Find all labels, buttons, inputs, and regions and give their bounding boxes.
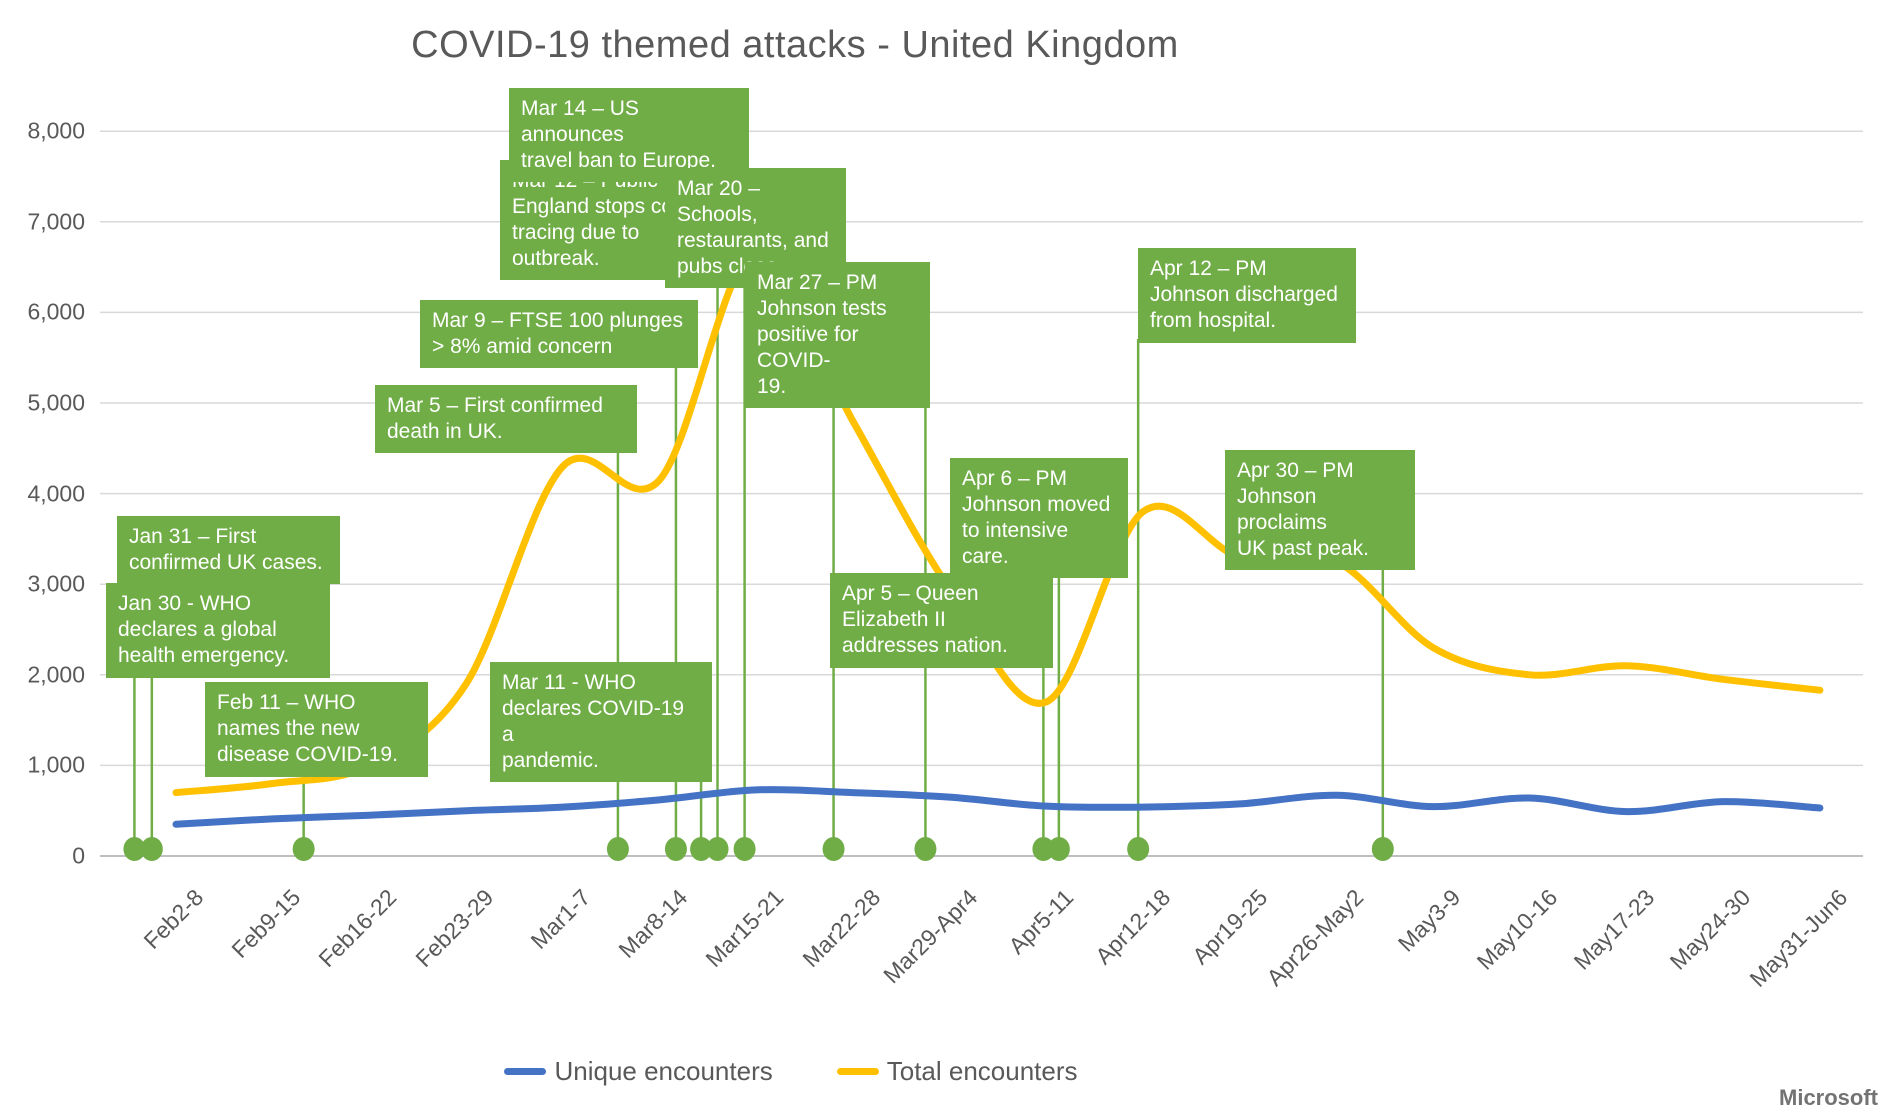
annotation-text-line: travel ban to Europe. <box>521 149 716 172</box>
annotation-text-line: Mar 27 – PM <box>757 271 878 294</box>
annotation-dot <box>664 837 687 861</box>
annotation-text-line: restaurants, and <box>677 229 829 252</box>
annotation-text-line: from hospital. <box>1150 309 1277 332</box>
legend-label: Unique encounters <box>554 1056 773 1086</box>
annotation-text-line: Mar 5 – First confirmed <box>387 394 603 417</box>
annotation-dot <box>140 837 163 861</box>
annotation-dot <box>1371 837 1394 861</box>
y-axis-tick-label: 3,000 <box>27 570 85 597</box>
annotation-text-line: disease COVID-19. <box>217 743 398 766</box>
annotation-text-line: Johnson moved <box>962 493 1111 516</box>
annotation-text-line: Johnson discharged <box>1150 283 1338 306</box>
legend-line-swatch <box>836 1068 879 1075</box>
y-axis-tick-label: 5,000 <box>27 389 85 416</box>
annotation-text-line: Apr 30 – PM <box>1237 459 1354 482</box>
annotation-text-line: addresses nation. <box>842 634 1008 657</box>
annotation-callout-mar11: Mar 11 - WHO declares COVID-19 a pandemic. <box>490 662 712 782</box>
annotation-callout-apr6: Apr 6 – PM Johnson moved to intensive care… <box>950 458 1128 578</box>
annotation-text-line: Feb 11 – WHO <box>217 691 356 714</box>
annotation-text-line: to intensive care. <box>962 519 1069 568</box>
annotation-dot <box>292 837 315 861</box>
annotation-dot <box>1047 837 1070 861</box>
chart-legend: Unique encounters Total encounters <box>0 1056 1582 1087</box>
annotation-dot <box>706 837 729 861</box>
annotation-dot <box>1127 837 1150 861</box>
y-axis-tick-label: 1,000 <box>27 751 85 778</box>
annotation-callout-jan30: Jan 30 - WHO declares a global health emer… <box>106 583 330 678</box>
annotation-text-line: Jan 31 – First <box>129 525 257 548</box>
legend-item-total-encounters: Total encounters <box>836 1056 1078 1087</box>
y-axis-tick-label: 4,000 <box>27 480 85 507</box>
annotation-text-line: declares COVID-19 a <box>502 697 685 746</box>
annotation-callout-jan31: Jan 31 – First confirmed UK cases. <box>117 516 340 584</box>
annotation-text-line: Johnson proclaims <box>1237 485 1327 534</box>
y-axis-tick-label: 2,000 <box>27 661 85 688</box>
annotation-callout-apr5: Apr 5 – Queen Elizabeth II addresses natio… <box>830 573 1053 668</box>
annotation-text-line: Apr 12 – PM <box>1150 257 1267 280</box>
annotation-text-line: Johnson tests <box>757 297 887 320</box>
annotation-dot <box>123 837 146 861</box>
annotation-callout-apr30: Apr 30 – PM Johnson proclaims UK past peak… <box>1225 450 1415 570</box>
legend-line-swatch <box>504 1068 547 1075</box>
microsoft-watermark: Microsoft <box>1779 1085 1878 1110</box>
annotation-text-line: death in UK. <box>387 420 503 443</box>
annotation-dot <box>606 837 629 861</box>
annotation-dot <box>733 837 756 861</box>
annotation-dot <box>690 837 713 861</box>
annotation-dot <box>822 837 845 861</box>
legend-item-unique-encounters: Unique encounters <box>504 1056 773 1087</box>
annotation-text-line: tracing due to outbreak. <box>512 221 640 270</box>
annotation-text-line: positive for COVID- <box>757 323 859 372</box>
annotation-callout-mar14: Mar 14 – US announces travel ban to Europ… <box>509 88 749 182</box>
annotation-dot <box>914 837 937 861</box>
y-axis-tick-label: 0 <box>72 842 85 869</box>
annotation-text-line: UK past peak. <box>1237 537 1369 560</box>
annotation-text-line: Apr 5 – Queen <box>842 582 979 605</box>
annotation-dot <box>1032 837 1055 861</box>
y-axis-tick-label: 6,000 <box>27 298 85 325</box>
annotation-callout-feb11: Feb 11 – WHO names the new disease COVID-1… <box>205 682 428 777</box>
annotation-callout-mar27: Mar 27 – PM Johnson tests positive for COV… <box>745 262 930 408</box>
annotation-text-line: 19. <box>757 375 787 398</box>
annotation-text-line: declares a global <box>118 618 277 641</box>
annotation-text-line: Elizabeth II <box>842 608 946 631</box>
annotation-text-line: health emergency. <box>118 644 290 667</box>
y-axis-tick-label: 8,000 <box>27 117 85 144</box>
chart-line-unique-encounters <box>172 786 1824 828</box>
annotation-text-line: Jan 30 - WHO <box>118 592 252 615</box>
annotation-text-line: Mar 9 – FTSE 100 plunges <box>432 309 683 332</box>
y-axis-tick-label: 7,000 <box>27 208 85 235</box>
annotation-text-line: Mar 14 – US announces <box>521 97 639 146</box>
annotation-text-line: Apr 6 – PM <box>962 467 1068 490</box>
annotation-text-line: names the new <box>217 717 360 740</box>
annotation-text-line: Mar 20 – Schools, <box>677 177 760 226</box>
annotation-text-line: Mar 11 - WHO <box>502 671 636 694</box>
annotation-callout-apr12: Apr 12 – PM Johnson discharged from hospit… <box>1138 248 1356 343</box>
annotation-text-line: > 8% amid concern <box>432 335 613 358</box>
annotation-callout-mar5: Mar 5 – First confirmed death in UK. <box>375 385 637 453</box>
annotation-text-line: pandemic. <box>502 749 599 772</box>
chart-title: COVID-19 themed attacks - United Kingdom <box>411 24 1179 66</box>
legend-label: Total encounters <box>886 1056 1078 1086</box>
annotation-text-line: confirmed UK cases. <box>129 551 323 574</box>
annotation-callout-mar9: Mar 9 – FTSE 100 plunges > 8% amid concer… <box>420 300 698 368</box>
